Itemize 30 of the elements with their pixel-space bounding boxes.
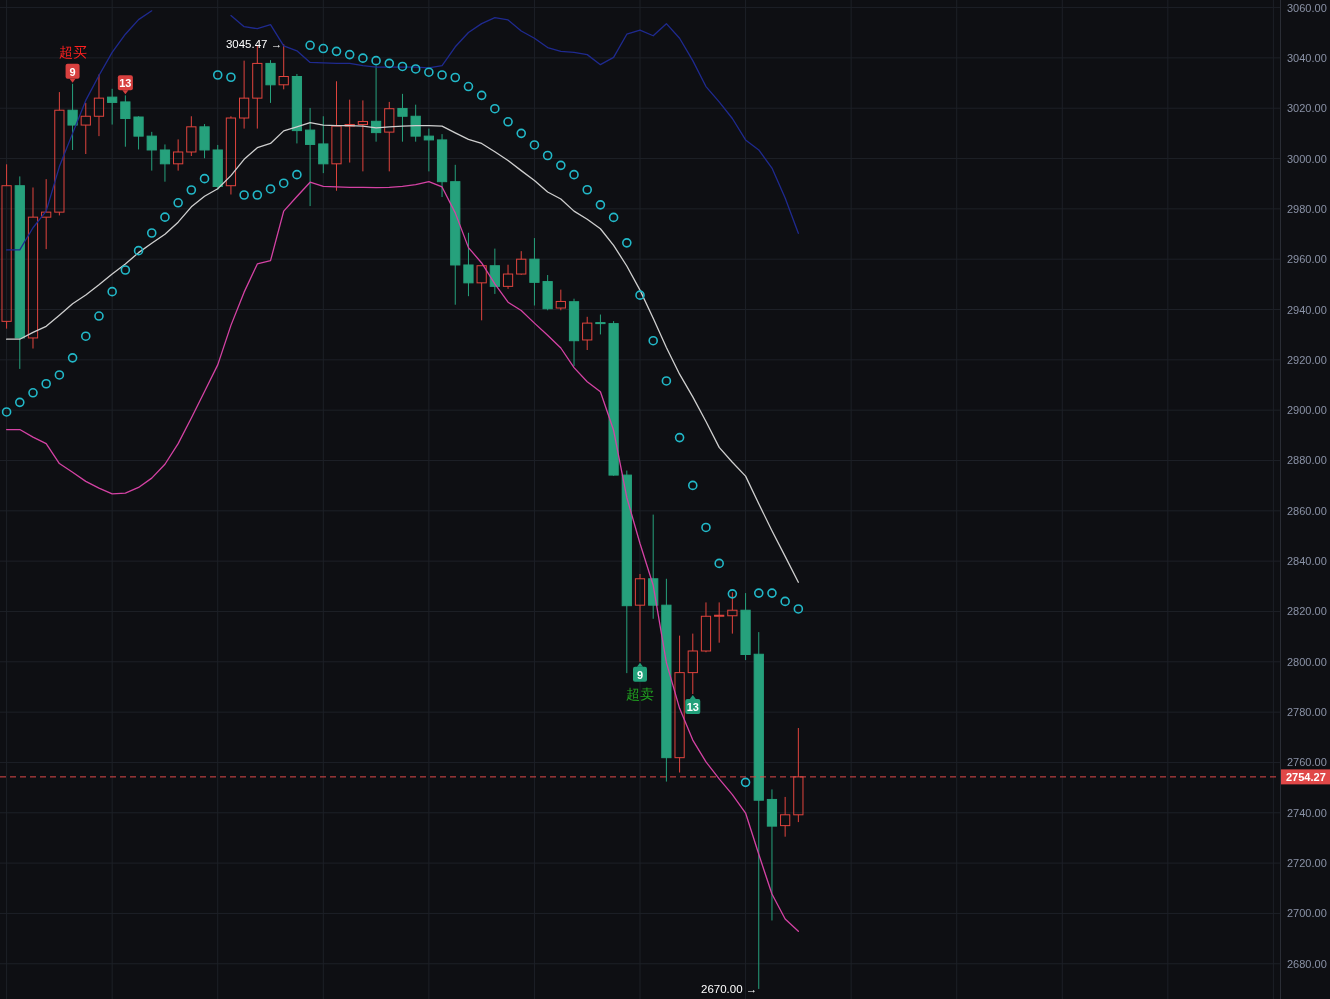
y-tick-label: 2900.00: [1287, 404, 1327, 417]
annotation: 13: [119, 77, 132, 90]
y-tick-label: 2880.00: [1287, 454, 1327, 467]
y-tick-label: 3020.00: [1287, 102, 1327, 115]
y-tick-label: 2980.00: [1287, 202, 1327, 215]
y-tick-label: 2860.00: [1287, 504, 1327, 517]
annotation: 9: [636, 668, 644, 681]
annotation: 超买: [58, 43, 87, 60]
y-tick-label: 2680.00: [1287, 957, 1327, 970]
y-tick-label: 2760.00: [1287, 756, 1327, 769]
y-tick-label: 2840.00: [1287, 555, 1327, 568]
y-tick-label: 2700.00: [1287, 907, 1327, 920]
y-tick-label: 3000.00: [1287, 152, 1327, 165]
ref-line-label: 2754.27: [1286, 771, 1326, 784]
y-tick-label: 2800.00: [1287, 655, 1327, 668]
y-tick-label: 2820.00: [1287, 605, 1327, 618]
y-tick-label: 3040.00: [1287, 51, 1327, 64]
annotation: 2670.00 →: [701, 982, 758, 995]
y-tick-label: 2720.00: [1287, 857, 1327, 870]
y-tick-label: 2960.00: [1287, 253, 1327, 266]
y-tick-label: 2920.00: [1287, 353, 1327, 366]
annotation: 9: [69, 65, 76, 78]
y-tick-label: 2780.00: [1287, 706, 1327, 719]
annotation: 13: [686, 701, 699, 714]
annotation: 超卖: [626, 685, 654, 702]
y-tick-label: 2740.00: [1287, 806, 1327, 819]
ref-line-label: 2754.27: [1281, 769, 1330, 785]
annotation: 3045.47 →: [225, 38, 283, 51]
y-tick-label: 3060.00: [1287, 1, 1327, 14]
y-tick-label: 2940.00: [1287, 303, 1327, 316]
